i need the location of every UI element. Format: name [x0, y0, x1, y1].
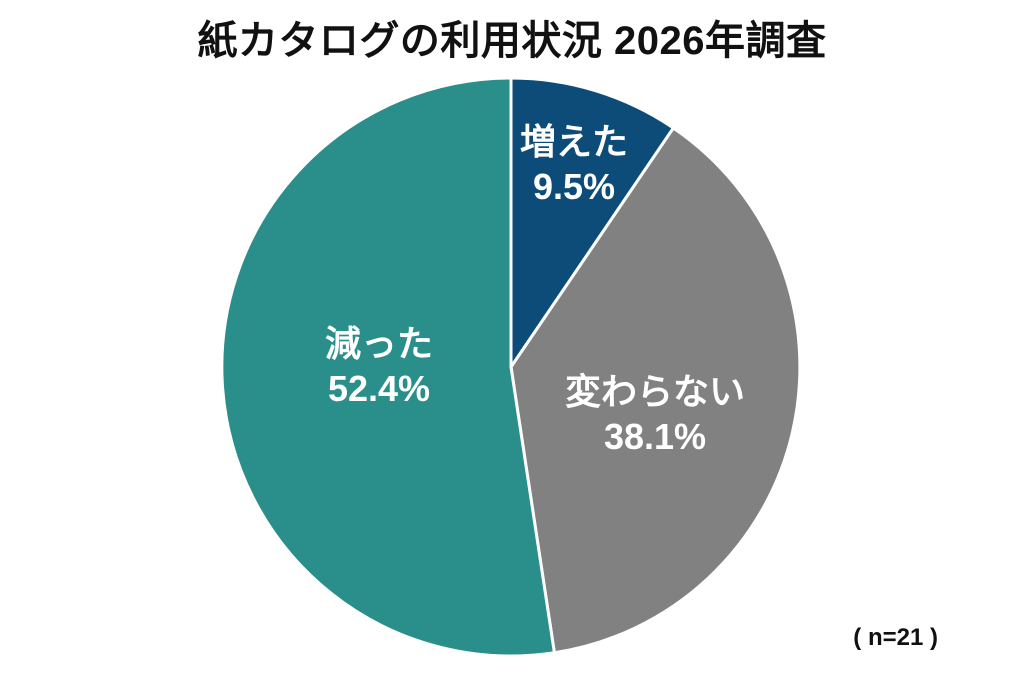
sample-size-note: ( n=21 ): [853, 624, 938, 651]
chart-title: 紙カタログの利用状況 2026年調査: [197, 19, 827, 63]
pie-slice-2: [220, 76, 556, 658]
pie-slice-1: [509, 126, 802, 655]
pie-slice-0: [509, 76, 675, 369]
